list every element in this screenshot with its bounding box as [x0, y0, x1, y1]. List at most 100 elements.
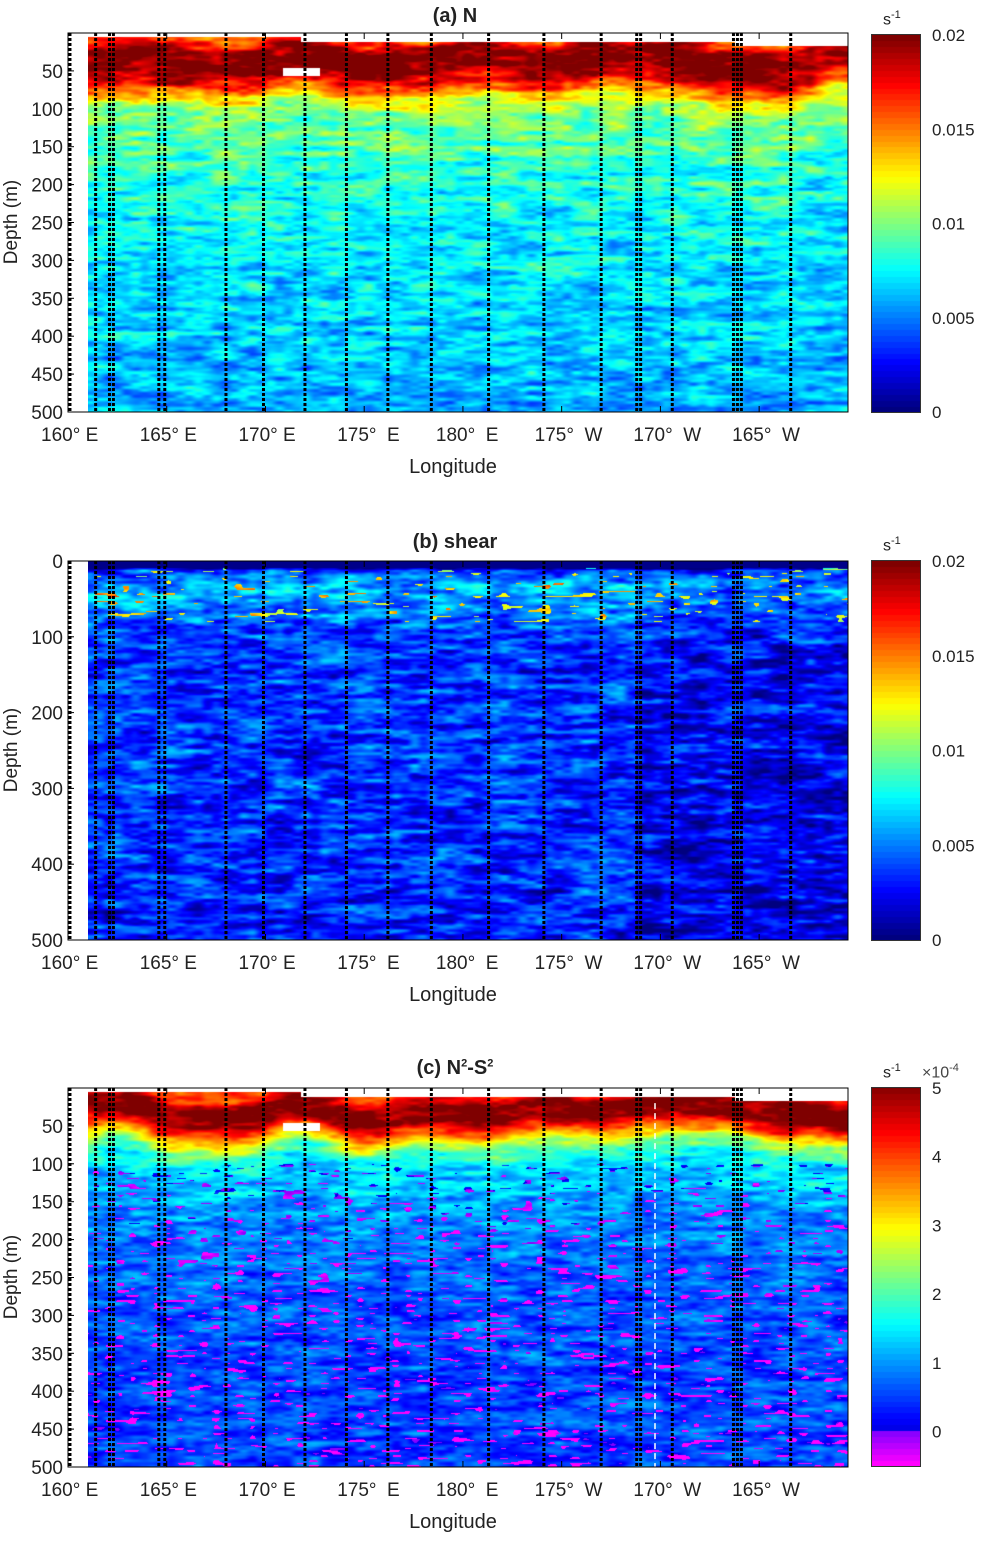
scale-exp: -4: [949, 1062, 959, 1074]
y-tick-label: 100: [31, 100, 63, 121]
y-tick-label: 450: [31, 1420, 63, 1441]
colorbar-3: [871, 1087, 921, 1467]
y-tick-label: 150: [31, 1193, 63, 1214]
x-tick-label: 165° W: [732, 953, 800, 974]
y-tick-label: 300: [31, 779, 63, 800]
title-mid: -S: [467, 1057, 488, 1079]
colorbar-2: [871, 560, 921, 941]
x-tick-label: 175° E: [337, 1480, 400, 1501]
y-tick-label: 500: [31, 1458, 63, 1479]
x-tick-label: 175° W: [535, 953, 603, 974]
y-axis-label: Depth (m): [1, 1234, 22, 1319]
title-sup: 2: [461, 1057, 468, 1070]
colorbar-tick-label: 2: [932, 1285, 941, 1304]
unit-exp: -1: [891, 1062, 901, 1074]
y-tick-label: 300: [31, 251, 63, 272]
heatmap-panel-2: [88, 561, 848, 940]
colorbar-1: [871, 34, 921, 413]
y-tick-label: 50: [42, 62, 63, 83]
colorbar-tick-label: 0.01: [932, 742, 965, 761]
y-tick-label: 250: [31, 214, 63, 235]
colorbar-tick-label: 0.015: [932, 647, 975, 666]
x-tick-label: 170° W: [633, 953, 701, 974]
colorbar-tick-label: 5: [932, 1079, 941, 1098]
title-sup: 2: [487, 1057, 494, 1070]
y-tick-label: 300: [31, 1306, 63, 1327]
x-tick-label: 160° E: [41, 1480, 98, 1501]
colorbar-tick-label: 1: [932, 1354, 941, 1373]
colorbar-tick-label: 0: [932, 931, 941, 950]
colorbar-unit: s-1: [883, 535, 901, 555]
x-tick-label: 170° E: [238, 953, 295, 974]
axes-box: [67, 560, 849, 941]
x-tick-label: 175° W: [535, 1480, 603, 1501]
y-tick-label: 100: [31, 1155, 63, 1176]
y-tick-label: 350: [31, 289, 63, 310]
colorbar-tick-label: 0.02: [932, 552, 965, 571]
x-tick-label: 180° E: [436, 953, 499, 974]
y-tick-label: 400: [31, 855, 63, 876]
heatmap-panel-3: [88, 1088, 848, 1467]
colorbar-tick-label: 0.005: [932, 309, 975, 328]
axes-box: [67, 1087, 849, 1468]
colorbar-tick-label: 0.005: [932, 836, 975, 855]
title-text: (b) shear: [412, 531, 498, 553]
x-tick-label: 165° E: [140, 953, 197, 974]
unit-base: s: [883, 1064, 891, 1082]
y-tick-label: 0: [52, 552, 63, 573]
colorbar-tick-label: 0.02: [932, 26, 965, 45]
y-tick-label: 50: [42, 1117, 63, 1138]
x-tick-label: 175° E: [337, 953, 400, 974]
x-tick-label: 160° E: [41, 425, 98, 446]
x-tick-label: 170° W: [633, 1480, 701, 1501]
colorbar-scale: ×10-4: [922, 1062, 959, 1082]
colorbar-unit: s-1: [883, 1062, 901, 1082]
x-tick-label: 180° E: [436, 425, 499, 446]
panel-title: (a) N: [305, 5, 605, 28]
x-axis-label: Longitude: [409, 984, 497, 1006]
x-tick-label: 170° E: [238, 1480, 295, 1501]
x-tick-label: 165° E: [140, 425, 197, 446]
title-text: (a) N: [432, 5, 478, 27]
y-tick-label: 500: [31, 931, 63, 952]
panel-title: (b) shear: [305, 531, 605, 554]
title-text: (c) N: [416, 1057, 462, 1079]
unit-exp: -1: [891, 535, 901, 547]
x-tick-label: 165° W: [732, 425, 800, 446]
x-tick-label: 175° W: [535, 425, 603, 446]
y-tick-label: 400: [31, 1382, 63, 1403]
colorbar-tick-label: 4: [932, 1148, 941, 1167]
colorbar-unit: s-1: [883, 9, 901, 29]
x-tick-label: 170° W: [633, 425, 701, 446]
y-tick-label: 350: [31, 1344, 63, 1365]
y-tick-label: 100: [31, 628, 63, 649]
x-axis-label: Longitude: [409, 1511, 497, 1533]
unit-base: s: [883, 537, 891, 555]
y-tick-label: 450: [31, 365, 63, 386]
y-tick-label: 150: [31, 138, 63, 159]
y-tick-label: 500: [31, 403, 63, 424]
colorbar-tick-label: 0: [932, 1423, 941, 1442]
y-tick-label: 200: [31, 176, 63, 197]
y-tick-label: 200: [31, 704, 63, 725]
colorbar-tick-label: 0.01: [932, 215, 965, 234]
colorbar-tick-label: 0: [932, 403, 941, 422]
y-tick-label: 250: [31, 1269, 63, 1290]
y-tick-label: 400: [31, 327, 63, 348]
unit-exp: -1: [891, 9, 901, 21]
unit-base: s: [883, 11, 891, 29]
scale-base: ×10: [922, 1064, 950, 1082]
panel-title: (c) N2-S2: [305, 1057, 605, 1080]
x-tick-label: 165° W: [732, 1480, 800, 1501]
x-tick-label: 160° E: [41, 953, 98, 974]
x-tick-label: 170° E: [238, 425, 295, 446]
heatmap-panel-1: [88, 33, 848, 412]
x-axis-label: Longitude: [409, 456, 497, 478]
x-tick-label: 165° E: [140, 1480, 197, 1501]
x-tick-label: 180° E: [436, 1480, 499, 1501]
y-tick-label: 200: [31, 1231, 63, 1252]
x-tick-label: 175° E: [337, 425, 400, 446]
